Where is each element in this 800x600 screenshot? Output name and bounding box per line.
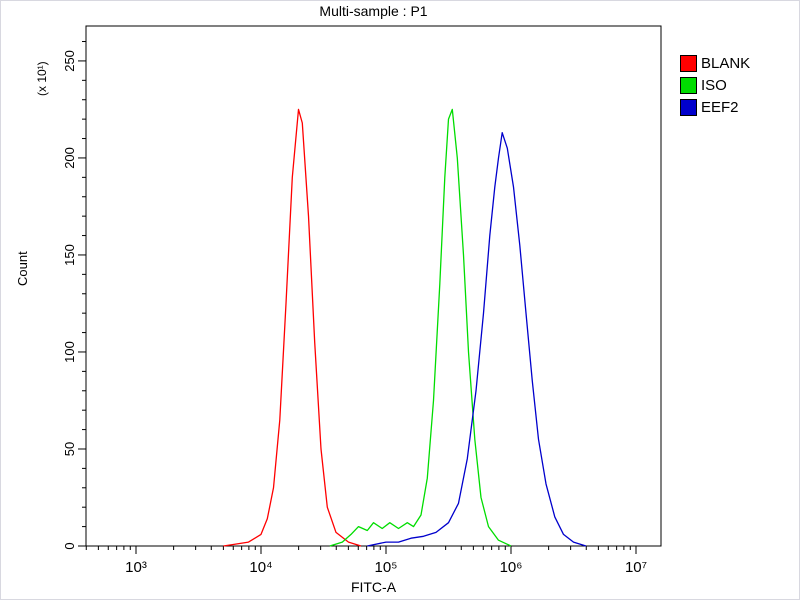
x-tick-label: 10⁵ [375, 559, 398, 576]
y-axis-multiplier-label: (x 10¹) [35, 61, 49, 96]
legend-swatch-iso [680, 77, 697, 94]
legend-label-blank: BLANK [701, 55, 751, 72]
chart-title: Multi-sample : P1 [319, 3, 428, 19]
series-curve-eef2 [367, 132, 587, 547]
legend-label-iso: ISO [701, 77, 727, 94]
y-axis-label: Count [15, 251, 30, 286]
legend: BLANK ISO EEF2 [680, 55, 750, 116]
legend-item-eef2: EEF2 [680, 99, 750, 116]
series-curve-blank [223, 108, 362, 547]
series-curve-iso [329, 108, 512, 547]
x-tick-label: 10⁷ [625, 559, 647, 576]
x-tick-label: 10⁴ [249, 559, 272, 576]
y-tick-label: 250 [62, 50, 77, 72]
x-tick-label: 10⁶ [500, 559, 523, 576]
y-tick-label: 150 [62, 244, 77, 266]
x-axis-label: FITC-A [350, 579, 397, 595]
plot-frame [85, 25, 662, 547]
y-tick-label: 100 [62, 341, 77, 363]
legend-swatch-eef2 [680, 99, 697, 116]
legend-item-iso: ISO [680, 77, 750, 94]
x-tick-label: 10³ [125, 559, 147, 576]
legend-label-eef2: EEF2 [701, 99, 739, 116]
legend-item-blank: BLANK [680, 55, 750, 72]
y-tick-label: 0 [62, 542, 77, 549]
y-tick-label: 200 [62, 147, 77, 169]
y-tick-label: 50 [62, 442, 77, 456]
legend-swatch-blank [680, 55, 697, 72]
